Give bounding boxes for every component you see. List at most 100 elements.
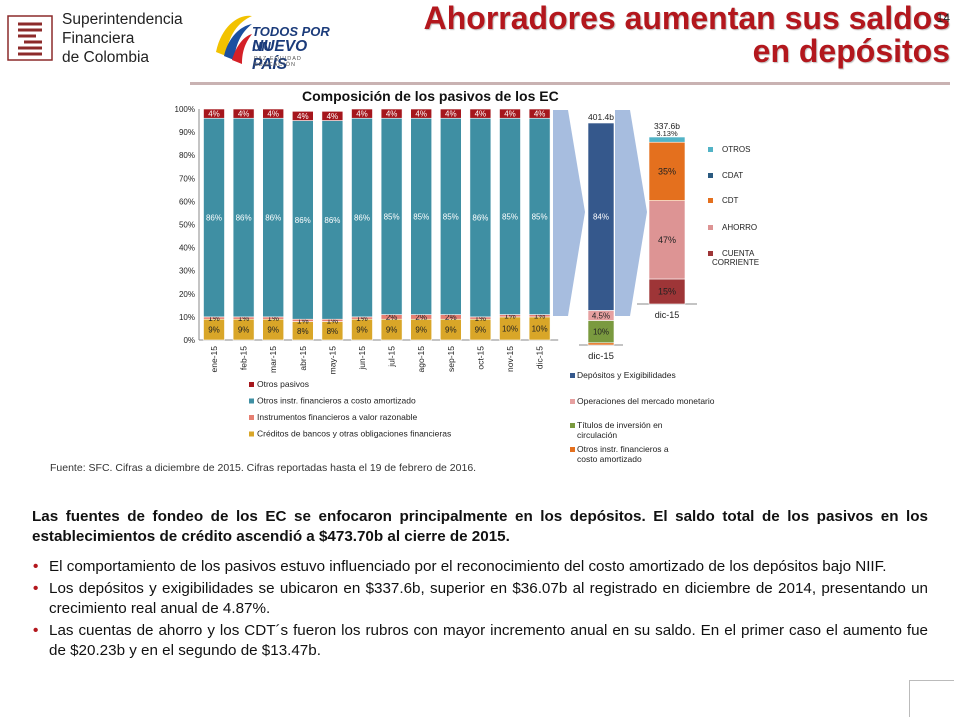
data-label: 4%: [534, 110, 546, 119]
legend-swatch: [708, 225, 713, 230]
legend-label: CDAT: [722, 171, 743, 180]
data-label: 4%: [386, 110, 398, 119]
data-label: 9%: [356, 326, 368, 335]
data-label: 2%: [415, 313, 427, 322]
data-label: 4%: [356, 110, 368, 119]
bar-segment-otros-pasivos: [380, 108, 403, 119]
data-label: 2%: [386, 313, 398, 322]
data-label: 4.5%: [592, 311, 610, 320]
bar-segment-otros-instr-financieros-a-costo-amortizado: [587, 342, 615, 346]
slide-title: Ahorradores aumentan sus saldos en depós…: [423, 0, 950, 69]
legend-label: Instrumentos financieros a valor razonab…: [257, 412, 417, 422]
legend-swatch: [570, 373, 575, 378]
gov-slogan-line-2: NUEVO PAÍS: [252, 38, 308, 73]
data-label: 9%: [386, 326, 398, 335]
data-label: 8%: [297, 327, 309, 336]
data-label: 4%: [445, 110, 457, 119]
data-label: 3.13%: [656, 129, 678, 138]
source-note: Fuente: SFC. Cifras a diciembre de 2015.…: [50, 462, 477, 474]
y-tick-label: 100%: [175, 105, 195, 114]
main-stacked-chart: 0% 10% 20% 30% 40% 50% 60% 70% 80% 90% 100% 9% 1% 86%…: [175, 105, 559, 439]
y-tick-label: 30%: [179, 267, 195, 276]
legend-swatch: [249, 382, 254, 387]
data-label: 4%: [504, 110, 516, 119]
sfc-name-line-1: Superintendencia: [62, 11, 183, 28]
x-tick-label: nov-15: [505, 346, 515, 372]
bar-segment-otros-pasivos: [351, 108, 373, 119]
legend-swatch: [249, 415, 254, 420]
data-label: 1%: [356, 314, 368, 323]
bar-segment-otros-pasivos: [499, 108, 521, 119]
data-label: 86%: [236, 214, 252, 223]
data-label: 8%: [327, 327, 339, 336]
data-label: 86%: [265, 214, 281, 223]
x-tick-label: ene-15: [209, 346, 219, 373]
total-label: 401.4b: [588, 112, 614, 122]
y-tick-label: 10%: [179, 313, 195, 322]
bar-segment-otros-pasivos: [232, 108, 255, 119]
data-label: 4%: [415, 110, 427, 119]
x-tick-label: oct-15: [475, 346, 485, 370]
bar-segment-otros-pasivos: [469, 108, 492, 119]
x-tick-label: dic-15: [655, 310, 680, 320]
bar-segment-otros-pasivos: [262, 108, 285, 119]
data-label: 9%: [475, 326, 487, 335]
legend-swatch: [708, 173, 713, 178]
gov-logo: TODOS POR UN NUEVO PAÍS PAZ EQUIDAD EDUC…: [210, 10, 340, 73]
deposits-breakdown-chart: 15% 47% 35% 3.13%337.6b dic-15 OTROS CDAT CDT AH…: [637, 121, 759, 320]
data-label: 4%: [238, 110, 250, 119]
x-tick-label: feb-15: [239, 346, 249, 370]
data-label: 9%: [208, 326, 220, 335]
x-tick-label: jul-15: [387, 346, 397, 368]
y-tick-label: 80%: [179, 151, 195, 160]
data-label: 86%: [206, 214, 222, 223]
sfc-emblem-icon: [7, 15, 53, 61]
sfc-logo: Superintendencia Financiera de Colombia: [6, 8, 183, 68]
y-tick-label: 60%: [179, 197, 195, 206]
body-text: Las fuentes de fondeo de los EC se enfoc…: [32, 507, 928, 663]
data-label: 9%: [415, 326, 427, 335]
legend-swatch: [570, 399, 575, 404]
gov-emblem-icon: [216, 15, 252, 64]
sfc-name: Superintendencia Financiera de Colombia: [62, 10, 183, 67]
x-tick-label: mar-15: [268, 346, 278, 373]
legend-swatch: [249, 398, 254, 404]
data-label: 86%: [472, 214, 488, 223]
legend-label-continued: costo amortizado: [577, 454, 642, 464]
data-label: 1%: [208, 314, 220, 323]
data-label: 35%: [658, 166, 676, 176]
bullet-item: Los depósitos y exigibilidades se ubicar…: [32, 579, 928, 619]
data-label: 4%: [475, 110, 487, 119]
bar-segment-otros: [648, 136, 686, 143]
page-number: 14: [936, 11, 950, 25]
data-label: 1%: [534, 312, 546, 321]
data-label: 4%: [267, 110, 279, 119]
legend-swatch: [708, 198, 713, 203]
legend-label: Títulos de inversión en: [577, 420, 663, 430]
bar-segment-ahorro: [648, 200, 686, 280]
data-label: 1%: [267, 314, 279, 323]
data-label: 4%: [327, 112, 339, 121]
legend-label: Otros instr. financieros a: [577, 444, 669, 454]
legend-label: OTROS: [722, 145, 750, 154]
total-label: 337.6b: [654, 121, 680, 131]
bar-segment-otros-pasivos: [321, 111, 344, 121]
data-label: 1%: [238, 314, 250, 323]
data-label: 9%: [267, 326, 279, 335]
bar-segment-otros-pasivos: [203, 108, 225, 119]
x-tick-label: jun-15: [357, 346, 367, 371]
data-label: 10%: [593, 328, 609, 337]
data-label: 86%: [295, 216, 311, 225]
legend-label: AHORRO: [722, 223, 757, 232]
legend-label: Operaciones del mercado monetario: [577, 396, 715, 406]
legend-label: CUENTA: [722, 249, 755, 258]
data-label: 85%: [532, 212, 548, 221]
sfc-name-line-2: Financiera: [62, 30, 135, 47]
data-label: 1%: [327, 316, 339, 325]
legend-swatch: [708, 147, 713, 152]
chart-title: Composición de los pasivos de los EC: [302, 88, 559, 104]
y-tick-label: 70%: [179, 174, 195, 183]
legend-swatch: [249, 431, 254, 437]
legend-label: Créditos de bancos y otras obligaciones …: [257, 429, 451, 439]
x-tick-label: abr-15: [298, 346, 308, 371]
